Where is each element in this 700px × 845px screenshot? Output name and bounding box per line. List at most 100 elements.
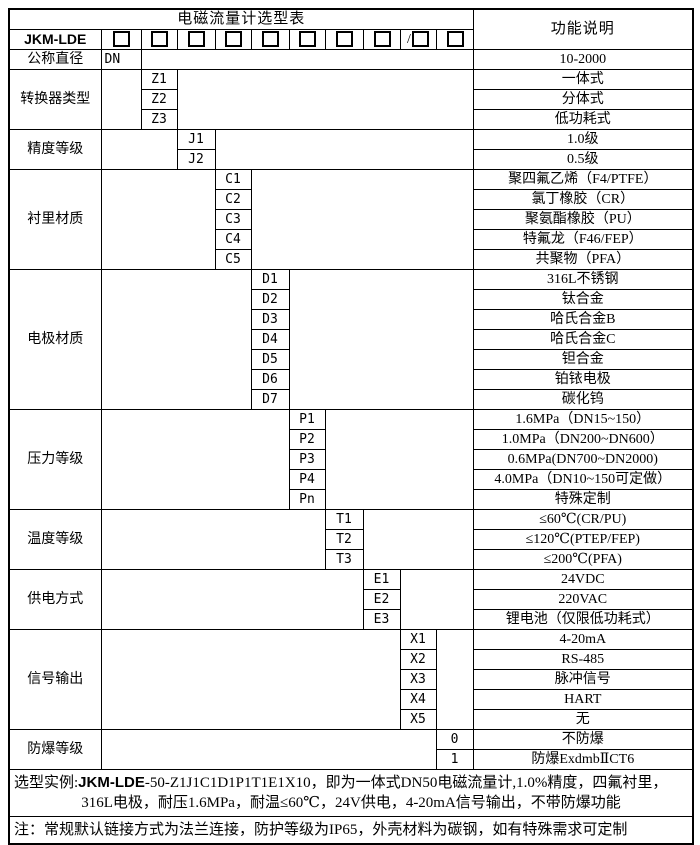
- value-cell: 低功耗式: [472, 109, 694, 130]
- example-rest: -50-Z1J1C1D1P1T1E1X10，即为一体式DN50电磁流量计,1.0…: [144, 775, 668, 791]
- table-title: 电磁流量计选型表: [8, 8, 474, 30]
- spacer-cell: [140, 49, 474, 70]
- code-cell: T1: [324, 509, 364, 530]
- code-cell: D3: [250, 309, 290, 330]
- spacer-cell: [100, 569, 364, 630]
- code-cell: X2: [399, 649, 437, 670]
- checkbox-cell[interactable]: [435, 29, 474, 50]
- value-cell: 1.0级: [472, 129, 694, 150]
- value-cell: 铂铱电极: [472, 369, 694, 390]
- code-cell: D5: [250, 349, 290, 370]
- checkbox[interactable]: [373, 30, 391, 47]
- code-cell: T3: [324, 549, 364, 570]
- code-cell: P3: [288, 449, 326, 470]
- value-cell: 脉冲信号: [472, 669, 694, 690]
- spacer-cell: [100, 509, 326, 570]
- value-cell: 0.5级: [472, 149, 694, 170]
- spacer-cell: [100, 409, 290, 510]
- spacer-cell: [399, 569, 474, 630]
- value-cell: HART: [472, 689, 694, 710]
- code-cell: 0: [435, 729, 474, 750]
- checkbox-cell[interactable]: [140, 29, 178, 50]
- selection-example-line2: 316L电极，耐压1.6MPa，耐温≤60℃，24V供电，4-20mA信号输出，…: [81, 795, 621, 811]
- spacer-cell: [100, 129, 178, 170]
- spacer-cell: [176, 69, 474, 130]
- value-cell: 钽合金: [472, 349, 694, 370]
- spacer-cell: [435, 629, 474, 730]
- checkbox-cell[interactable]: [324, 29, 364, 50]
- function-description-header: 功能说明: [472, 8, 694, 50]
- checkbox[interactable]: [336, 30, 353, 47]
- value-cell: 一体式: [472, 69, 694, 90]
- category-lining-material: 衬里材质: [8, 169, 102, 270]
- spacer-cell: [362, 509, 474, 570]
- note: 注：常规默认链接方式为法兰连接，防护等级为IP65，外壳材料为碳钢，如有特殊需求…: [8, 816, 694, 845]
- checkbox[interactable]: [299, 30, 316, 47]
- checkbox[interactable]: [262, 30, 279, 47]
- category-accuracy-class: 精度等级: [8, 129, 102, 170]
- spacer-cell: [100, 69, 142, 130]
- code-cell: X3: [399, 669, 437, 690]
- value-cell: 24VDC: [472, 569, 694, 590]
- model-code: JKM-LDE: [8, 29, 102, 50]
- value-cell: ≤60℃(CR/PU): [472, 509, 694, 530]
- example-prefix: 选型实例:: [14, 775, 79, 791]
- selection-example: 选型实例:JKM-LDE-50-Z1J1C1D1P1T1E1X10，即为一体式D…: [8, 769, 694, 817]
- spacer-cell: [100, 269, 252, 410]
- code-cell: D1: [250, 269, 290, 290]
- code-cell: X1: [399, 629, 437, 650]
- checkbox-cell[interactable]: [176, 29, 216, 50]
- value-cell: 特氟龙（F46/FEP）: [472, 229, 694, 250]
- value-cell: 10-2000: [472, 49, 694, 70]
- code-cell: Z1: [140, 69, 178, 90]
- value-cell: 1.0MPa（DN200~DN600）: [472, 429, 694, 450]
- checkbox[interactable]: [225, 30, 242, 47]
- checkbox-cell[interactable]: [250, 29, 290, 50]
- value-cell: 4.0MPa（DN10~150可定做）: [472, 469, 694, 490]
- example-model: JKM-LDE: [78, 774, 145, 791]
- value-cell: 分体式: [472, 89, 694, 110]
- code-cell: E3: [362, 609, 401, 630]
- category-nominal-diameter: 公称直径: [8, 49, 102, 70]
- checkbox[interactable]: [188, 30, 205, 47]
- code-cell: Pn: [288, 489, 326, 510]
- checkbox-cell[interactable]: [362, 29, 401, 50]
- value-cell: 共聚物（PFA）: [472, 249, 694, 270]
- code-cell: C1: [214, 169, 252, 190]
- value-cell: 钛合金: [472, 289, 694, 310]
- checkbox-cell[interactable]: [288, 29, 326, 50]
- checkbox[interactable]: [151, 30, 168, 47]
- code-cell: C5: [214, 249, 252, 270]
- code-cell: P4: [288, 469, 326, 490]
- checkbox-cell[interactable]: /: [399, 29, 437, 50]
- category-power-supply: 供电方式: [8, 569, 102, 630]
- checkbox[interactable]: [411, 30, 429, 47]
- code-cell: Z2: [140, 89, 178, 110]
- checkbox[interactable]: [113, 30, 130, 47]
- value-cell: 哈氏合金B: [472, 309, 694, 330]
- checkbox[interactable]: [446, 30, 464, 47]
- code-cell: D6: [250, 369, 290, 390]
- checkbox-cell[interactable]: [100, 29, 142, 50]
- selection-table: 电磁流量计选型表 功能说明 JKM-LDE / 公称直径 DN 10-2000 …: [8, 8, 695, 845]
- code-cell: C2: [214, 189, 252, 210]
- category-converter-type: 转换器类型: [8, 69, 102, 130]
- value-cell: 无: [472, 709, 694, 730]
- code-cell: P2: [288, 429, 326, 450]
- code-cell: DN: [100, 49, 142, 70]
- code-cell: C3: [214, 209, 252, 230]
- value-cell: 防爆ExdmbⅡCT6: [472, 749, 694, 770]
- value-cell: 碳化钨: [472, 389, 694, 410]
- value-cell: ≤120℃(PTEP/FEP): [472, 529, 694, 550]
- code-cell: X5: [399, 709, 437, 730]
- code-cell: D2: [250, 289, 290, 310]
- checkbox-cell[interactable]: [214, 29, 252, 50]
- spacer-cell: [100, 169, 216, 270]
- spacer-cell: [288, 269, 474, 410]
- category-explosion-proof-rating: 防爆等级: [8, 729, 102, 770]
- category-electrode-material: 电极材质: [8, 269, 102, 410]
- spacer-cell: [250, 169, 474, 270]
- code-cell: C4: [214, 229, 252, 250]
- value-cell: 聚四氟乙烯（F4/PTFE）: [472, 169, 694, 190]
- spacer-cell: [100, 729, 437, 770]
